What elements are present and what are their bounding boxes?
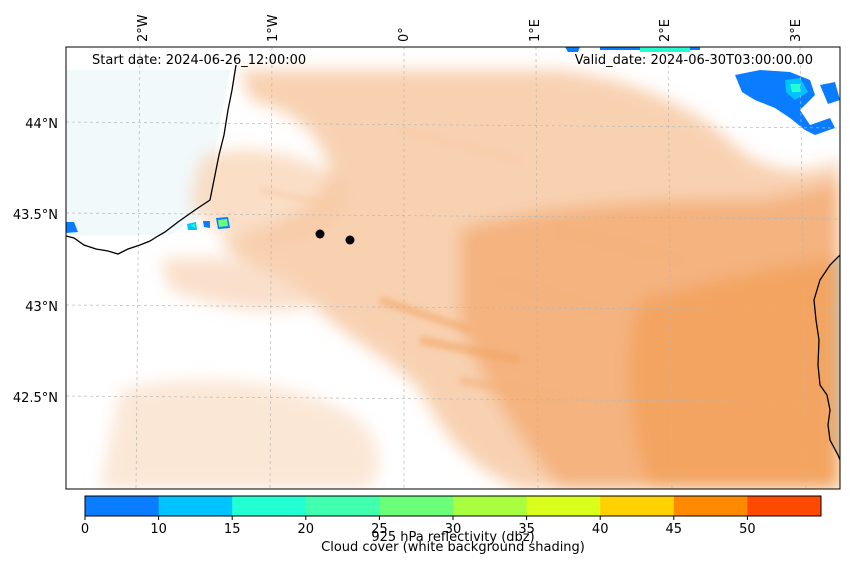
colorbar-segment xyxy=(526,496,601,516)
lat-tick-labels: 44°N 43.5°N 43°N 42.5°N xyxy=(13,117,58,406)
lon-tick-labels: 2°W 1°W 0° 1°E 2°E 3°E xyxy=(136,14,804,42)
coastline-atlantic xyxy=(66,64,237,255)
colorbar-tick-label: 10 xyxy=(150,522,167,537)
lon-tick: 0° xyxy=(397,27,412,42)
colorbar-segment xyxy=(232,496,307,516)
ocean-tint xyxy=(66,70,230,235)
lon-tick: 1°W xyxy=(266,14,281,42)
colorbar-tick-label: 25 xyxy=(371,522,388,537)
colorbar-segment xyxy=(673,496,748,516)
colorbar-tick-label: 35 xyxy=(518,522,535,537)
reflectivity-patches xyxy=(66,47,840,233)
lat-tick: 44°N xyxy=(25,117,58,132)
graticule-meridian xyxy=(135,47,141,489)
colorbar-segment xyxy=(158,496,233,516)
cloud-cover xyxy=(100,70,840,489)
colorbar xyxy=(85,496,822,516)
lat-tick: 42.5°N xyxy=(13,391,58,406)
colorbar-segment xyxy=(453,496,528,516)
graticule-meridian xyxy=(269,47,273,489)
location-marker xyxy=(345,235,355,245)
colorbar-label: 925 hPa reflectivity (dbz) xyxy=(371,530,534,545)
lon-tick: 1°E xyxy=(528,19,543,42)
coastline-mediterranean xyxy=(813,254,840,461)
colorbar-segment xyxy=(379,496,454,516)
colorbar-sublabel: Cloud cover (white background shading) xyxy=(321,540,585,555)
start-date-label: Start date: 2024-06-26_12:00:00 xyxy=(92,53,306,68)
colorbar-tick-label: 50 xyxy=(739,522,756,537)
colorbar-tick-label: 20 xyxy=(298,522,315,537)
colorbar-tick-label: 40 xyxy=(592,522,609,537)
valid-date-label: Valid_date: 2024-06-30T03:00:00.00 xyxy=(575,53,813,68)
graticule-meridian xyxy=(799,47,807,489)
colorbar-segment xyxy=(747,496,822,516)
location-marker xyxy=(315,229,325,239)
lon-tick: 3°E xyxy=(789,19,804,42)
graticule xyxy=(66,47,840,489)
colorbar-segment xyxy=(600,496,675,516)
lon-tick: 2°W xyxy=(136,14,151,42)
lat-tick: 43.5°N xyxy=(13,208,58,223)
graticule-meridian xyxy=(535,47,539,489)
colorbar-tick-label: 30 xyxy=(445,522,462,537)
colorbar-segment xyxy=(305,496,380,516)
lon-tick: 2°E xyxy=(658,19,673,42)
colorbar-tick-label: 45 xyxy=(666,522,683,537)
colorbar-tick-label: 0 xyxy=(81,522,89,537)
map-panel xyxy=(66,47,840,489)
graticule-meridian xyxy=(667,47,673,489)
map-frame xyxy=(65,46,841,490)
colorbar-ticks: 0 10 15 20 25 30 35 40 45 50 xyxy=(81,516,756,537)
lat-tick: 43°N xyxy=(25,300,58,315)
colorbar-tick-label: 15 xyxy=(224,522,241,537)
colorbar-segment xyxy=(85,496,160,516)
